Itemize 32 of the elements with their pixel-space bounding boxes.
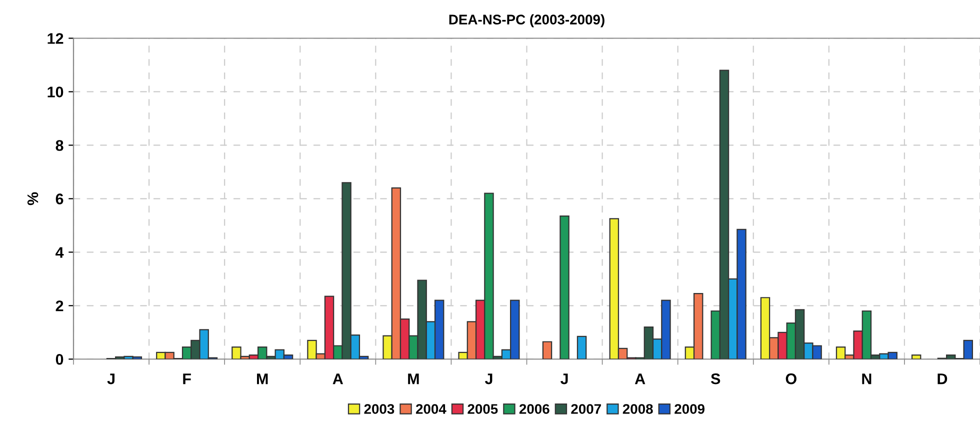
legend-label: 2007 [571,404,601,414]
y-tick-label: 4 [56,247,64,258]
legend-label: 2005 [468,404,498,414]
legend-label: 2008 [622,404,653,414]
x-tick-label: J [484,374,492,384]
bar [911,354,922,360]
x-tick-label: M [408,374,419,384]
x-tick-label: J [107,374,114,384]
bar [542,341,552,360]
legend-label: 2003 [364,404,394,414]
x-tick-label: A [634,374,646,384]
x-tick-label: D [938,374,948,384]
legend-label: 2009 [674,404,705,414]
y-tick-label: 2 [56,300,64,312]
legend-label: 2006 [519,404,550,414]
x-tick-label: M [257,374,268,384]
y-tick-label: 12 [48,33,64,44]
y-tick-label: 6 [56,194,64,204]
y-tick-label: 0 [56,354,64,365]
legend-label: 2004 [416,404,446,414]
x-tick-label: N [862,374,872,384]
chart-title: DEA-NS-PC (2003-2009) [449,14,604,28]
y-axis-title: % [27,192,38,206]
x-tick-label: A [332,374,344,384]
x-tick-label: J [560,374,568,384]
bar [576,336,587,360]
x-tick-label: O [786,373,796,384]
y-tick-label: 8 [56,140,64,151]
bar [560,216,570,360]
x-tick-label: S [710,373,720,384]
y-tick-label: 10 [48,86,64,98]
x-tick-label: F [183,374,191,384]
